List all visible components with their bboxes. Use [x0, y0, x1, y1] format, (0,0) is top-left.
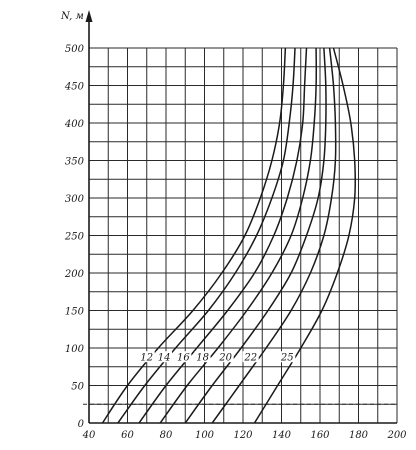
x-tick-label: 80: [160, 430, 173, 441]
y-tick-label: 200: [64, 269, 85, 280]
y-tick-label: 250: [64, 232, 85, 243]
curve-label-bg: [175, 351, 192, 363]
y-tick-label: 500: [65, 44, 85, 55]
x-tick-label: 100: [195, 430, 215, 441]
y-tick-label: 100: [65, 344, 85, 355]
curve-label-bg: [156, 351, 173, 363]
x-tick-label: 140: [272, 430, 292, 441]
curve-label-25: 25: [280, 352, 294, 363]
y-tick-label: 50: [71, 382, 84, 393]
y-axis-arrow: [85, 10, 93, 22]
x-tick-label: 60: [121, 430, 134, 441]
curve-label-12: 12: [140, 352, 153, 363]
y-axis-label: N, м: [60, 11, 84, 22]
y-tick-label: 150: [65, 307, 85, 318]
curve-label-bg: [194, 351, 211, 363]
x-tick-label: 120: [233, 430, 253, 441]
curve-label-14: 14: [158, 352, 171, 363]
curve-labels: 12 14 16 18 20 22 25: [138, 351, 296, 363]
y-tick-label: 300: [65, 194, 85, 205]
x-tick-label: 160: [310, 430, 330, 441]
grid: [83, 47, 398, 424]
curve-label-bg: [279, 351, 296, 363]
curve-label-18: 18: [196, 352, 209, 363]
y-tick-label: 0: [78, 419, 85, 430]
curve-label-bg: [217, 351, 234, 363]
curve-label-20: 20: [218, 352, 232, 363]
curve-label-16: 16: [177, 352, 190, 363]
axes: N, м: [60, 10, 397, 424]
curve-label-bg: [138, 351, 155, 363]
x-tick-label: 180: [349, 430, 369, 441]
y-tick-label: 350: [65, 157, 85, 168]
curve-label-22: 22: [243, 352, 257, 363]
x-tick-label: 40: [82, 430, 96, 441]
y-tick-label: 450: [64, 82, 85, 93]
curve-label-bg: [242, 351, 259, 363]
x-tick-label: 200: [386, 430, 407, 441]
y-tick-label: 400: [64, 119, 85, 130]
tick-labels: 0 50 100 150 200 250 300 350 400 450 500 40 60 80 100 1…: [64, 44, 407, 441]
